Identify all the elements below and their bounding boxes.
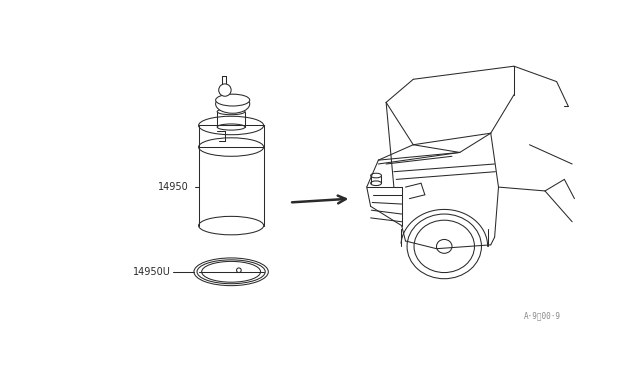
Ellipse shape xyxy=(216,94,250,106)
Text: A·9：00·9: A·9：00·9 xyxy=(524,311,561,320)
Text: 14950U: 14950U xyxy=(132,267,171,277)
Ellipse shape xyxy=(217,109,245,115)
Text: 14950: 14950 xyxy=(157,182,188,192)
Circle shape xyxy=(219,84,231,96)
Ellipse shape xyxy=(216,94,250,113)
